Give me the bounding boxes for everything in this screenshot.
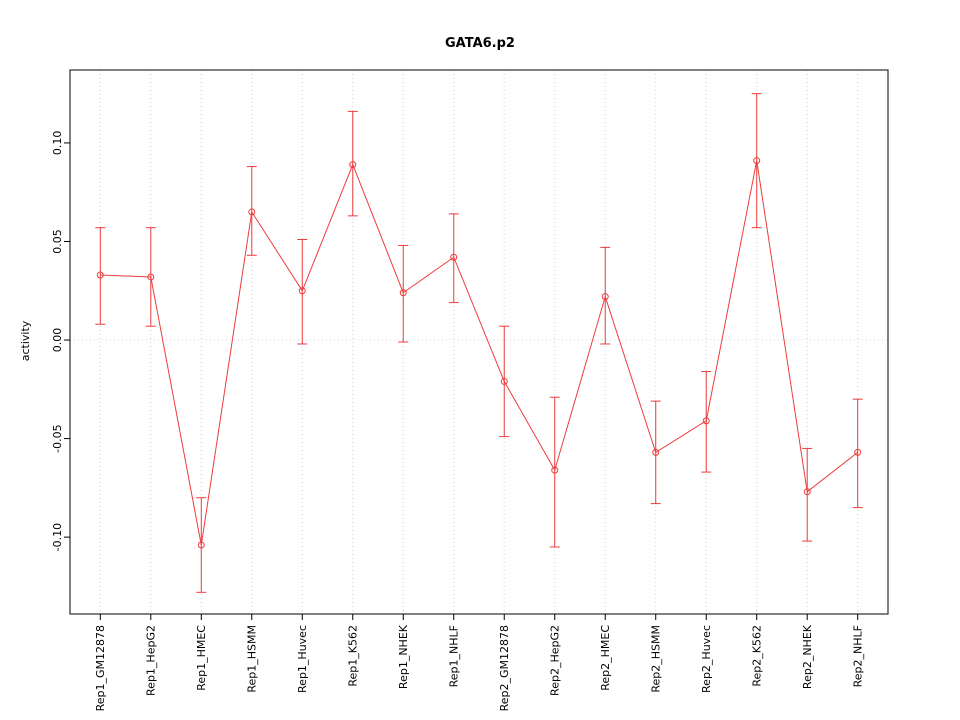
x-tick-label: Rep2_NHLF: [852, 625, 865, 687]
data-point: [399, 289, 407, 297]
x-tick-label: Rep2_NHEK: [801, 624, 814, 689]
x-tick-label: Rep2_HSMM: [650, 625, 663, 693]
x-tick-label: Rep1_NHEK: [397, 624, 410, 689]
data-point: [854, 448, 862, 456]
data-point: [248, 208, 256, 216]
data-point: [803, 488, 811, 496]
axis-box: [69, 69, 889, 615]
x-tick-label: Rep2_GM12878: [498, 625, 511, 711]
series-line: [100, 160, 859, 546]
x-tick-label: Rep2_HepG2: [549, 625, 562, 696]
data-point: [197, 541, 205, 549]
y-tick-label: -0.05: [51, 424, 64, 452]
x-tick-label: Rep2_Huvec: [700, 625, 713, 693]
x-tick-label: Rep1_NHLF: [448, 625, 461, 687]
y-tick-label: 0.10: [51, 131, 64, 156]
data-point: [702, 417, 710, 425]
x-tick-label: Rep1_HMEC: [195, 625, 208, 691]
chart-title: GATA6.p2: [445, 36, 515, 51]
x-tick-label: Rep1_K562: [347, 625, 360, 687]
data-point: [96, 271, 104, 279]
data-point: [298, 287, 306, 295]
x-tick-label: Rep1_Huvec: [296, 625, 309, 693]
x-tick-label: Rep1_HSMM: [246, 625, 259, 693]
data-point: [753, 157, 761, 165]
data-point: [450, 253, 458, 261]
data-point: [551, 466, 559, 474]
data-point: [349, 161, 357, 169]
x-tick-label: Rep2_HMEC: [599, 625, 612, 691]
y-tick-label: -0.10: [51, 523, 64, 551]
y-tick-label: 0.05: [51, 229, 64, 254]
data-point: [500, 377, 508, 385]
x-tick-label: Rep1_GM12878: [94, 625, 107, 711]
y-tick-label: 0.00: [51, 328, 64, 353]
data-point: [147, 273, 155, 281]
x-tick-label: Rep2_K562: [751, 625, 764, 687]
data-point: [601, 293, 609, 301]
data-point: [652, 448, 660, 456]
x-tick-label: Rep1_HepG2: [145, 625, 158, 696]
